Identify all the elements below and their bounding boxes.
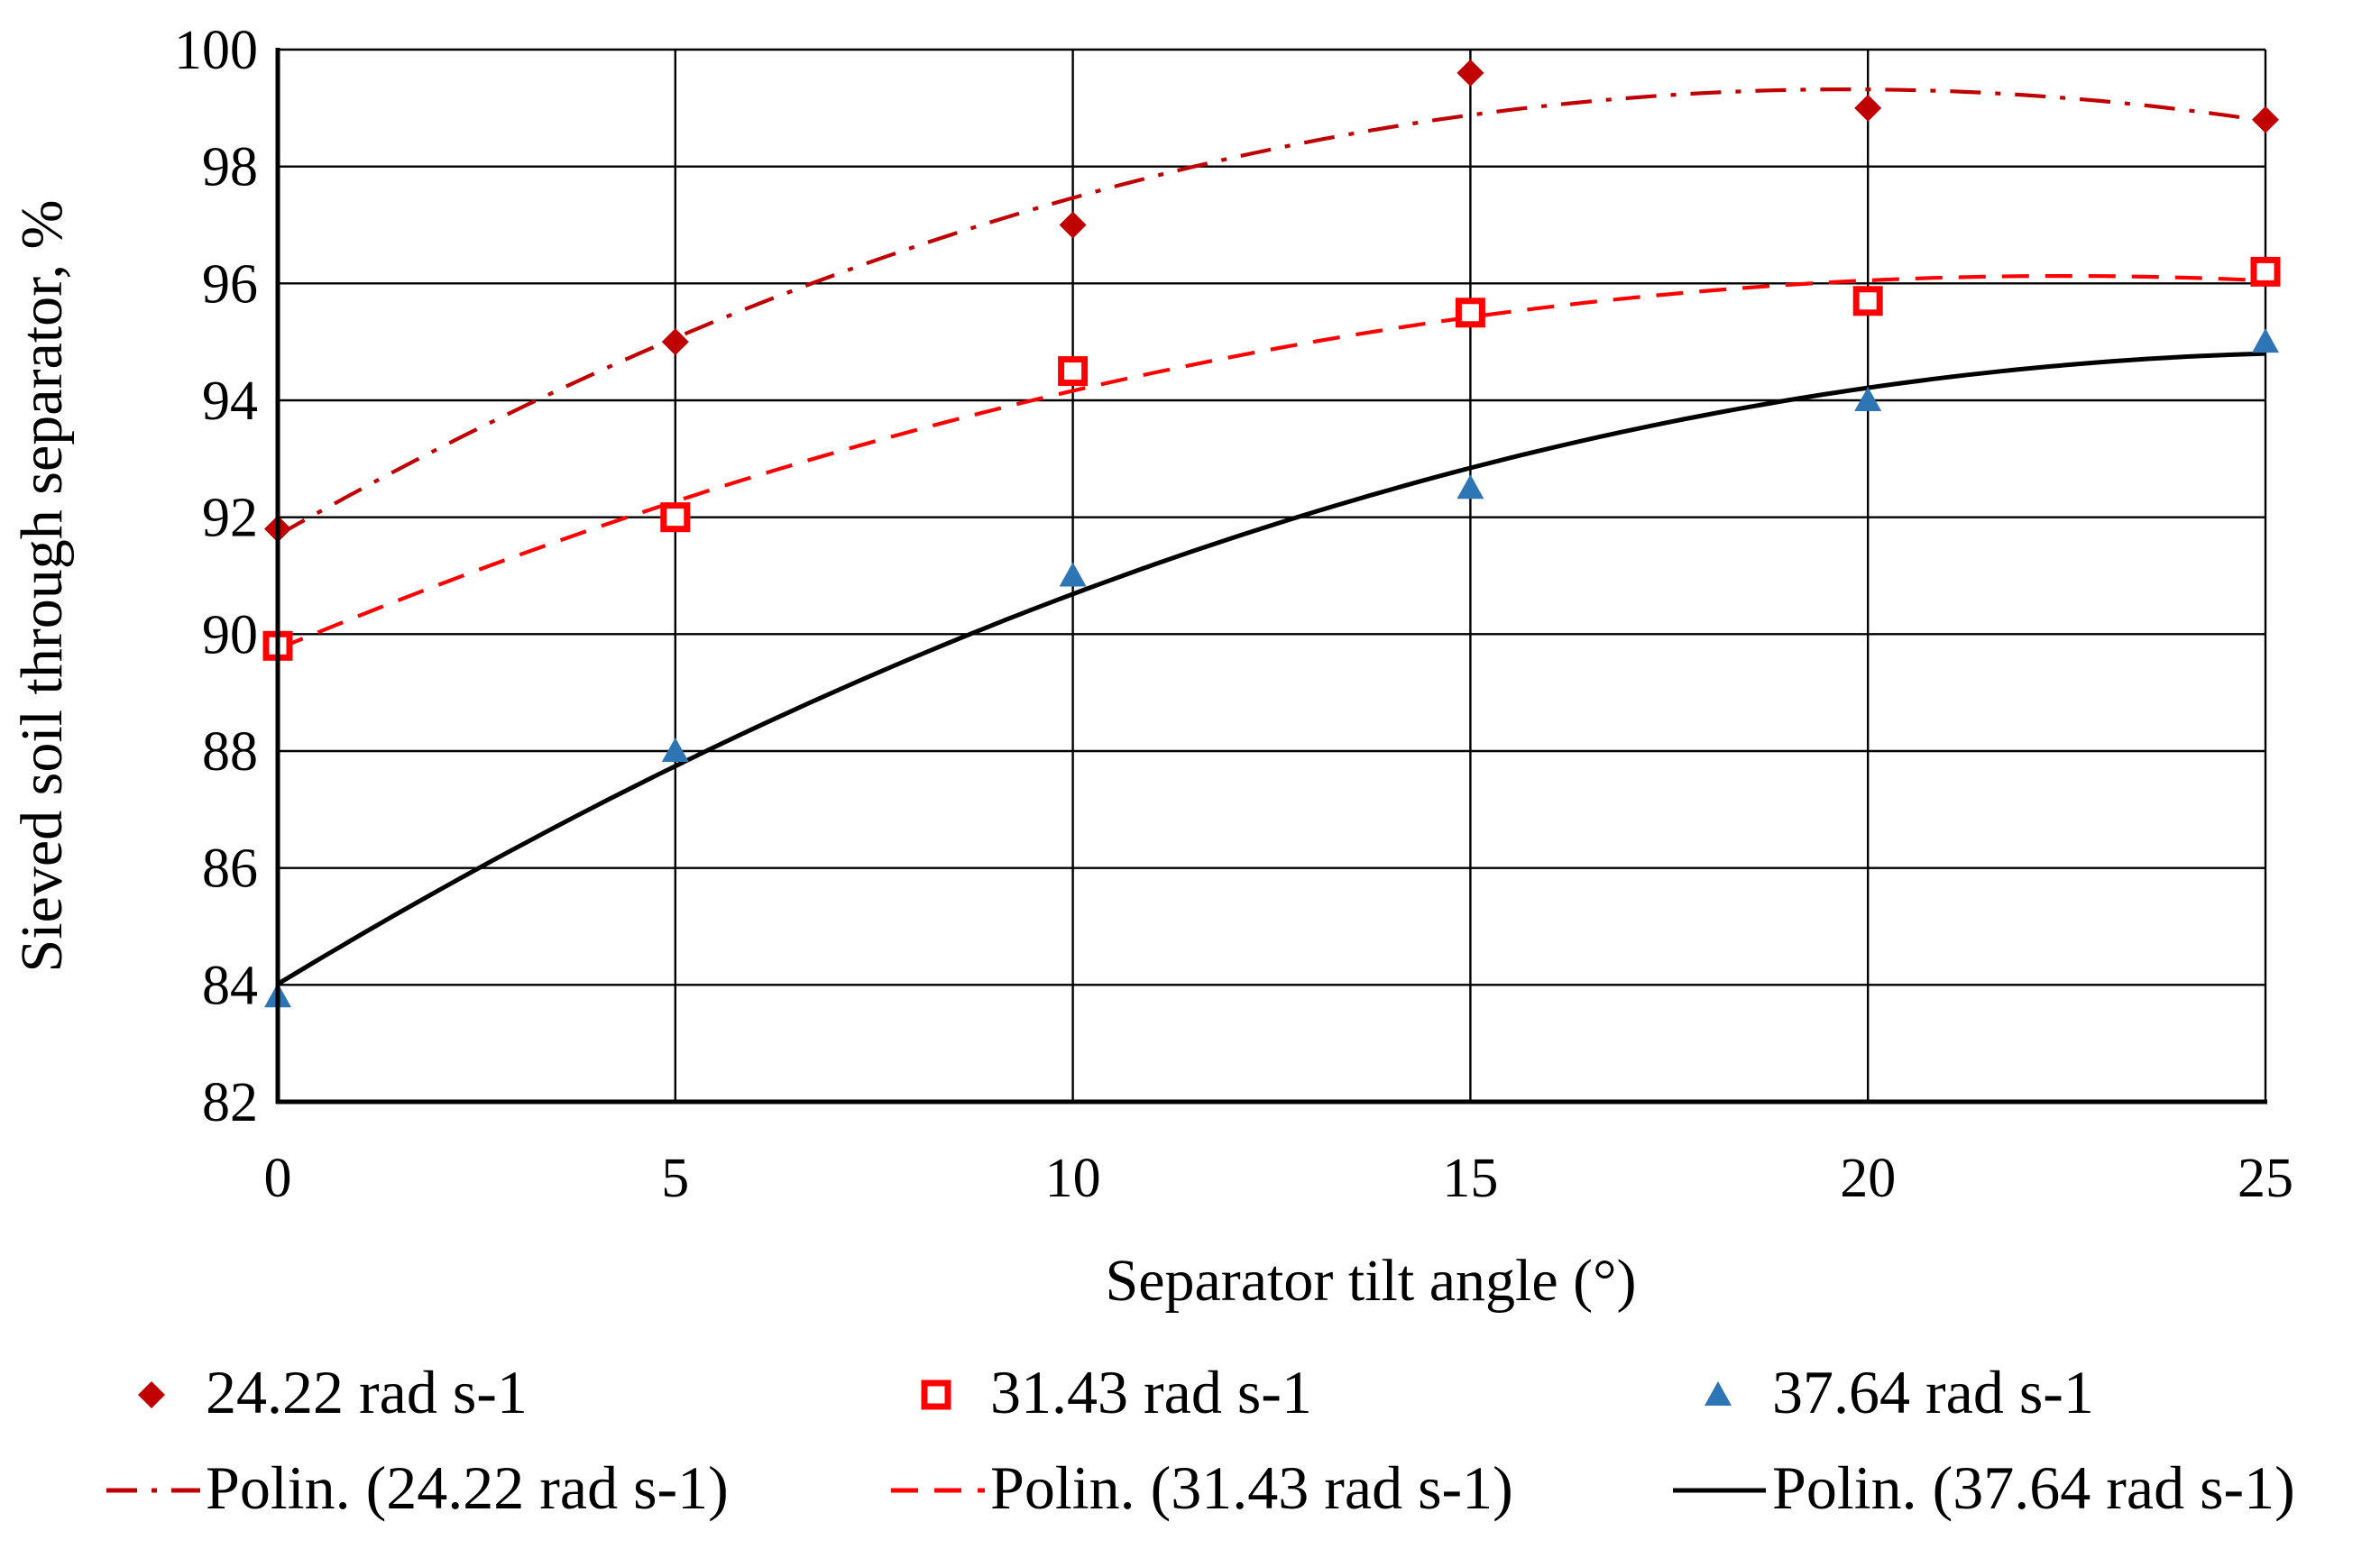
legend-marker-series-3 [1705,1381,1732,1406]
data-point-series-1 [1059,211,1087,239]
data-point-series-3 [661,738,689,762]
y-tick-label: 84 [202,955,258,1016]
legend-symbol [138,1381,165,1408]
axes [275,48,2267,1104]
legend-label-series-2: 31.43 rad s-1 [990,1358,1312,1426]
trendlines [276,87,2266,986]
data-point-series-2 [1058,356,1089,387]
y-tick-label: 92 [202,488,258,549]
data-point-series-2 [2250,256,2281,287]
legend-label-trend-1: Polin. (24.22 rad s-1) [206,1453,729,1522]
legend-label-series-3: 37.64 rad s-1 [1772,1358,2094,1426]
plot-area [278,50,2265,1102]
x-tick-label: 15 [1442,1148,1498,1209]
x-axis-title: Separator tilt angle (°) [1105,1248,1636,1314]
y-tick-label: 82 [202,1072,258,1133]
legend-label-trend-2: Polin. (31.43 rad s-1) [990,1453,1513,1522]
y-tick-label: 96 [202,253,258,315]
x-tick-label: 0 [264,1148,292,1209]
legend-marker-series-2 [921,1379,951,1410]
legend-label-trend-3: Polin. (37.64 rad s-1) [1772,1453,2295,1522]
data-point-series-3 [2252,328,2279,353]
trendline-2 [277,274,2266,651]
data-point-series-3 [1854,387,1882,411]
y-axis-title: Sieved soil through separator, % [9,199,75,972]
y-tick-labels: 82 84 86 88 90 92 94 96 98 100 [174,20,258,1133]
data-point-series-1 [2252,105,2279,133]
plot-background [278,50,2265,1102]
legend-symbol [921,1379,951,1410]
legend: 24.22 rad s-1 31.43 rad s-1 37.64 rad s-… [106,1358,2295,1522]
legend-marker-series-1 [138,1381,165,1408]
y-tick-label: 100 [174,20,258,81]
y-tick-label: 86 [202,839,258,900]
data-point-series-1 [1854,94,1882,122]
y-tick-label: 90 [202,604,258,665]
x-tick-label: 10 [1045,1148,1101,1209]
x-tick-label: 25 [2238,1148,2293,1209]
y-tick-label: 88 [202,721,258,783]
trendline-1 [276,87,2266,537]
data-point-series-2 [1455,298,1485,328]
data-point-series-2 [1852,286,1883,316]
data-point-series-2 [660,502,691,533]
legend-symbol [1705,1381,1732,1406]
trendline-3 [276,351,2266,986]
y-tick-label: 94 [202,371,258,432]
y-tick-label: 98 [202,137,258,198]
data-point-series-3 [1456,474,1484,500]
legend-label-series-1: 24.22 rad s-1 [206,1358,528,1426]
data-point-series-3 [1059,562,1087,587]
x-tick-labels: 0 5 10 15 20 25 [264,1148,2294,1209]
data-point-series-1 [661,328,689,356]
x-tick-label: 5 [661,1148,689,1209]
x-tick-label: 20 [1840,1148,1896,1209]
data-point-series-1 [1456,59,1484,87]
